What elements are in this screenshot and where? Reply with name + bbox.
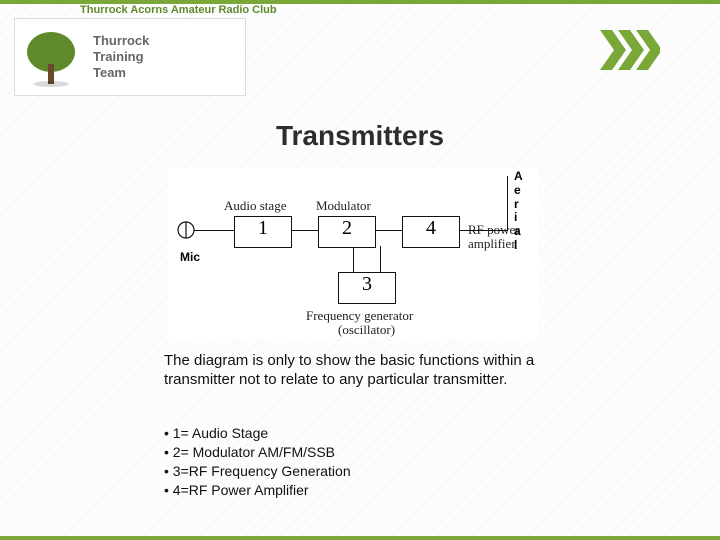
description-text: The diagram is only to show the basic fu… [164,352,584,390]
chevrons-icon [598,28,660,77]
bullet-2: • 2= Modulator AM/FM/SSB [164,443,351,462]
tree-icon [21,26,83,88]
wire-mic-1 [194,230,234,231]
wire-2-4 [374,230,402,231]
block-diagram: Mic Audio stage Modulator RF power ampli… [168,168,538,338]
aerial-l: l [514,239,523,253]
block-3-num: 3 [362,273,372,295]
label-modulator: Modulator [316,198,371,214]
logo-text: Thurrock Training Team [93,33,149,82]
bullet-1: • 1= Audio Stage [164,424,351,443]
wire-3-up-left [353,246,354,272]
logo-line3: Team [93,65,149,81]
label-freq-gen-2: (oscillator) [338,322,395,338]
footer-accent-bar [0,536,720,540]
block-2-num: 2 [342,217,352,239]
slide-title: Transmitters [0,120,720,152]
aerial-A: A [514,170,523,184]
wire-4-out [458,230,508,231]
aerial-e: e [514,184,523,198]
block-4-num: 4 [426,217,436,239]
aerial-r: r [514,198,523,212]
block-3: 3 [338,272,396,304]
block-2: 2 [318,216,376,248]
label-audio-stage: Audio stage [224,198,286,214]
aerial-label: A e r i a l [514,170,523,253]
bullet-list: • 1= Audio Stage • 2= Modulator AM/FM/SS… [164,424,351,500]
wire-aerial-vert [507,176,508,231]
block-1: 1 [234,216,292,248]
aerial-a2: a [514,225,523,239]
bullet-3: • 3=RF Frequency Generation [164,462,351,481]
logo-line1: Thurrock [93,33,149,49]
bullet-4: • 4=RF Power Amplifier [164,481,351,500]
mic-label: Mic [180,250,200,264]
logo-area: Thurrock Training Team [14,18,246,96]
aerial-i: i [514,211,523,225]
wire-3-up-right [380,246,381,272]
wire-1-2 [290,230,318,231]
chevron-1 [600,30,626,70]
tree-shadow [33,81,69,87]
logo-line2: Training [93,49,149,65]
block-1-num: 1 [258,217,268,239]
block-4: 4 [402,216,460,248]
label-rf-power-2: amplifier [468,236,516,252]
club-name: Thurrock Acorns Amateur Radio Club [80,4,277,16]
